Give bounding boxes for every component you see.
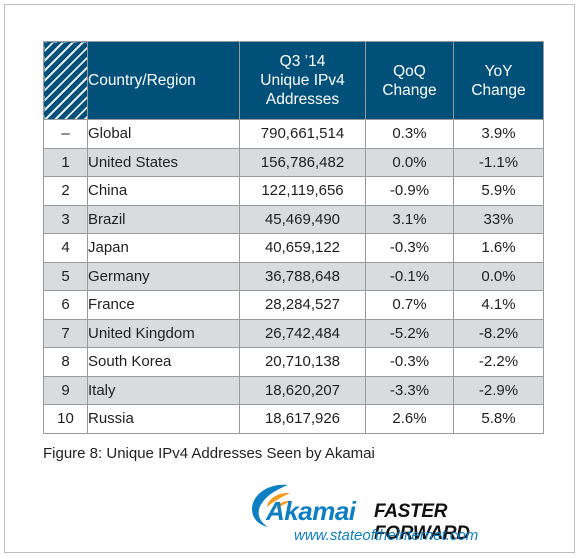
rank-cell: 1 <box>43 147 88 177</box>
country-cell: France <box>87 290 240 320</box>
rank-cell: 10 <box>43 404 88 434</box>
brand-name: Akamai <box>266 496 356 526</box>
yoy-cell: 5.8% <box>453 404 544 434</box>
rank-cell: 9 <box>43 375 88 405</box>
yoy-cell: 4.1% <box>453 290 544 320</box>
addresses-cell: 36,788,648 <box>239 261 366 291</box>
table-row: 7 United Kingdom 26,742,484 -5.2% -8.2% <box>43 318 544 348</box>
qoq-cell: 0.7% <box>365 290 454 320</box>
table-header-row: Country/Region Q3 ’14 Unique IPv4 Addres… <box>43 41 544 120</box>
table-row: 10 Russia 18,617,926 2.6% 5.8% <box>43 404 544 434</box>
addresses-cell: 122,119,656 <box>239 176 366 206</box>
qoq-cell: -5.2% <box>365 318 454 348</box>
table-row: 2 China 122,119,656 -0.9% 5.9% <box>43 176 544 206</box>
header-yoy-line: Change <box>471 81 526 99</box>
yoy-cell: -2.9% <box>453 375 544 405</box>
addresses-cell: 156,786,482 <box>239 147 366 177</box>
country-cell: South Korea <box>87 347 240 377</box>
addresses-cell: 45,469,490 <box>239 204 366 234</box>
header-qoq-line: QoQ <box>393 62 426 80</box>
table-row: 9 Italy 18,620,207 -3.3% -2.9% <box>43 375 544 405</box>
header-qoq: QoQ Change <box>365 41 454 120</box>
qoq-cell: -0.1% <box>365 261 454 291</box>
header-qoq-line: Change <box>382 81 437 99</box>
addresses-cell: 40,659,122 <box>239 233 366 263</box>
header-hatch-cell <box>43 41 88 120</box>
country-cell: China <box>87 176 240 206</box>
country-cell: United Kingdom <box>87 318 240 348</box>
rank-cell: 2 <box>43 176 88 206</box>
table-row: 6 France 28,284,527 0.7% 4.1% <box>43 290 544 320</box>
table-row: 4 Japan 40,659,122 -0.3% 1.6% <box>43 233 544 263</box>
addresses-cell: 26,742,484 <box>239 318 366 348</box>
yoy-cell: -2.2% <box>453 347 544 377</box>
table-row: – Global 790,661,514 0.3% 3.9% <box>43 119 544 149</box>
akamai-wave-logo-icon <box>252 484 292 527</box>
header-yoy-line: YoY <box>484 62 513 80</box>
brand-tagline: FASTER FORWARD <box>374 501 470 544</box>
country-cell: Russia <box>87 404 240 434</box>
yoy-cell: -1.1% <box>453 147 544 177</box>
qoq-cell: 2.6% <box>365 404 454 434</box>
yoy-cell: 1.6% <box>453 233 544 263</box>
brand-url: www.stateoftheinternet.com <box>294 527 479 544</box>
header-addresses-line: Q3 ’14 <box>279 53 326 70</box>
qoq-cell: -3.3% <box>365 375 454 405</box>
figure-frame: Country/Region Q3 ’14 Unique IPv4 Addres… <box>4 4 575 553</box>
rank-cell: 6 <box>43 290 88 320</box>
rank-cell: 5 <box>43 261 88 291</box>
addresses-cell: 790,661,514 <box>239 119 366 149</box>
yoy-cell: 0.0% <box>453 261 544 291</box>
header-addresses-line: Addresses <box>265 91 340 108</box>
rank-cell: 3 <box>43 204 88 234</box>
akamai-brand-block: Akamai FASTER FORWARD www.stateoftheinte… <box>244 479 544 547</box>
addresses-cell: 20,710,138 <box>239 347 366 377</box>
header-addresses-line: Unique IPv4 <box>260 72 345 89</box>
figure-caption: Figure 8: Unique IPv4 Addresses Seen by … <box>43 445 375 462</box>
rank-cell: – <box>43 119 88 149</box>
ipv4-table: Country/Region Q3 ’14 Unique IPv4 Addres… <box>43 41 544 434</box>
rank-cell: 4 <box>43 233 88 263</box>
qoq-cell: -0.3% <box>365 347 454 377</box>
table-row: 5 Germany 36,788,648 -0.1% 0.0% <box>43 261 544 291</box>
header-country: Country/Region <box>87 41 240 120</box>
qoq-cell: 0.0% <box>365 147 454 177</box>
country-cell: Italy <box>87 375 240 405</box>
yoy-cell: 3.9% <box>453 119 544 149</box>
qoq-cell: 0.3% <box>365 119 454 149</box>
country-cell: Brazil <box>87 204 240 234</box>
country-cell: Japan <box>87 233 240 263</box>
yoy-cell: -8.2% <box>453 318 544 348</box>
addresses-cell: 28,284,527 <box>239 290 366 320</box>
country-cell: Germany <box>87 261 240 291</box>
table-row: 8 South Korea 20,710,138 -0.3% -2.2% <box>43 347 544 377</box>
country-cell: United States <box>87 147 240 177</box>
country-cell: Global <box>87 119 240 149</box>
qoq-cell: 3.1% <box>365 204 454 234</box>
table-row: 3 Brazil 45,469,490 3.1% 33% <box>43 204 544 234</box>
header-yoy: YoY Change <box>453 41 544 120</box>
addresses-cell: 18,617,926 <box>239 404 366 434</box>
addresses-cell: 18,620,207 <box>239 375 366 405</box>
qoq-cell: -0.9% <box>365 176 454 206</box>
qoq-cell: -0.3% <box>365 233 454 263</box>
header-addresses: Q3 ’14 Unique IPv4 Addresses <box>239 41 366 120</box>
table-row: 1 United States 156,786,482 0.0% -1.1% <box>43 147 544 177</box>
rank-cell: 8 <box>43 347 88 377</box>
yoy-cell: 33% <box>453 204 544 234</box>
rank-cell: 7 <box>43 318 88 348</box>
yoy-cell: 5.9% <box>453 176 544 206</box>
